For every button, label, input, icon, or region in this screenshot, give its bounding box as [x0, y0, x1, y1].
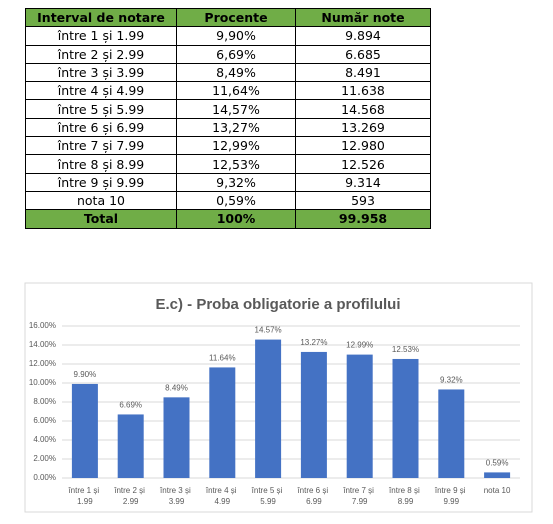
- y-tick-label: 10.00%: [29, 378, 56, 387]
- data-label: 14.57%: [255, 326, 282, 335]
- table-cell: Număr note: [295, 7, 431, 28]
- table-cell: 11,64%: [176, 81, 296, 101]
- bar: [438, 389, 465, 478]
- data-label: 11.64%: [209, 354, 236, 363]
- table-row: Interval de notare Procente Număr note: [25, 7, 431, 28]
- data-label: 12.99%: [346, 341, 373, 350]
- y-tick-label: 14.00%: [29, 340, 56, 349]
- table-row: nota 10 0,59% 593: [25, 190, 431, 211]
- table-row: între 9 și 9.99 9,32% 9.314: [25, 172, 431, 192]
- table-row: între 7 și 7.99 12,99% 12.980: [25, 136, 431, 156]
- x-tick-label: între 3 și 3.99: [159, 486, 193, 506]
- table-cell: 6,69%: [176, 44, 296, 64]
- x-tick-label: între 9 și 9.99: [434, 486, 468, 506]
- bar: [484, 472, 511, 478]
- table-cell: Total: [25, 209, 177, 229]
- x-tick-label: între 2 și 2.99: [113, 486, 147, 506]
- bar: [300, 351, 327, 478]
- table-cell: între 8 și 8.99: [25, 154, 177, 174]
- bar: [392, 358, 419, 478]
- table-cell: 12.526: [295, 154, 431, 174]
- table-row: între 2 și 2.99 6,69% 6.685: [25, 44, 431, 64]
- table-cell: Procente: [176, 7, 296, 28]
- y-tick-label: 8.00%: [33, 397, 56, 406]
- bar: [71, 383, 98, 478]
- y-tick-label: 4.00%: [33, 435, 56, 444]
- bar: [163, 397, 190, 478]
- x-tick-label: între 1 și 1.99: [67, 486, 101, 506]
- table-row: între 4 și 4.99 11,64% 11.638: [25, 81, 431, 101]
- y-tick-label: 0.00%: [33, 473, 56, 482]
- table-cell: 13,27%: [176, 117, 296, 138]
- table-cell: 593: [295, 190, 431, 211]
- y-tick-label: 2.00%: [33, 454, 56, 463]
- table-cell: între 1 și 1.99: [25, 26, 177, 46]
- x-tick-label: între 4 și 4.99: [205, 486, 239, 506]
- table-cell: Interval de notare: [25, 7, 177, 28]
- table-cell: 9.894: [295, 26, 431, 46]
- x-tick-label: între 5 și 5.99: [251, 486, 285, 506]
- data-label: 6.69%: [119, 401, 142, 410]
- x-tick-label: nota 10: [484, 486, 511, 495]
- y-tick-label: 6.00%: [33, 416, 56, 425]
- table-row: Total 100% 99.958: [25, 209, 431, 229]
- y-tick-label: 12.00%: [29, 359, 56, 368]
- bar: [117, 414, 144, 478]
- bar: [346, 354, 373, 478]
- data-label: 9.90%: [74, 370, 97, 379]
- table-row: între 5 și 5.99 14,57% 14.568: [25, 99, 431, 119]
- bar: [255, 339, 282, 478]
- table-row: între 6 și 6.99 13,27% 13.269: [25, 117, 431, 138]
- table-cell: 14.568: [295, 99, 431, 119]
- bar: [209, 367, 236, 478]
- data-label: 0.59%: [486, 459, 509, 468]
- table-cell: 14,57%: [176, 99, 296, 119]
- table-cell: între 7 și 7.99: [25, 136, 177, 156]
- table-row: între 3 și 3.99 8,49% 8.491: [25, 62, 431, 83]
- table-cell: între 2 și 2.99: [25, 44, 177, 64]
- table-cell: între 5 și 5.99: [25, 99, 177, 119]
- table-cell: 8,49%: [176, 62, 296, 83]
- table-cell: 8.491: [295, 62, 431, 83]
- chart-title: E.c) - Proba obligatorie a profilului: [155, 296, 400, 313]
- table-cell: 100%: [176, 209, 296, 229]
- x-tick-label: între 8 și 8.99: [388, 486, 422, 506]
- table-cell: 99.958: [295, 209, 431, 229]
- data-label: 13.27%: [300, 338, 327, 347]
- x-tick-label: între 7 și 7.99: [342, 486, 376, 506]
- data-label: 12.53%: [392, 345, 419, 354]
- x-tick-label: între 6 și 6.99: [296, 486, 330, 506]
- data-table: Interval de notare Procente Număr note într…: [25, 7, 431, 229]
- data-label: 9.32%: [440, 376, 463, 385]
- y-tick-label: 16.00%: [29, 321, 56, 330]
- data-label: 8.49%: [165, 383, 188, 392]
